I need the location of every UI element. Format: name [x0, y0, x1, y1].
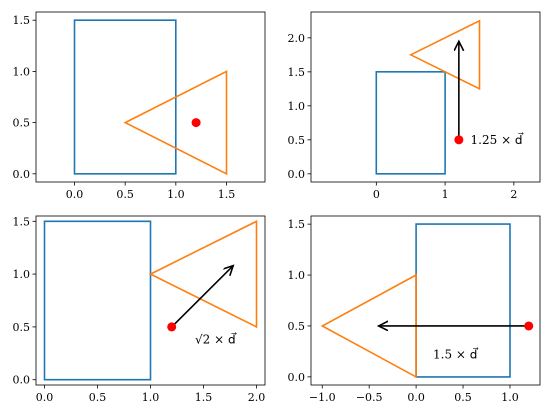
red-point	[191, 118, 201, 128]
panel-1: 0.0 0.5 1.0 1.5 0.0 0.5 1.0 1.5	[13, 11, 266, 201]
y-tick-label: 0.5	[13, 117, 31, 130]
annotation-label: 1.25 × d⃗	[471, 132, 524, 147]
y-tick-label: 1.0	[288, 269, 306, 282]
y-tick-label: 1.0	[13, 65, 31, 78]
y-tick-label: 1.5	[288, 66, 306, 79]
y-tick-label: 0.5	[288, 320, 306, 333]
y-tick-label: 0.0	[13, 374, 31, 387]
y-tick-label: 2.0	[288, 32, 306, 45]
rectangle-shape	[73, 19, 177, 175]
y-tick-label: 1.5	[13, 14, 31, 27]
x-tick-label: 0	[373, 188, 380, 201]
x-tick-label: 0.0	[36, 391, 54, 404]
x-tick-label: 1.5	[218, 188, 236, 201]
x-tick-label: −1.0	[309, 391, 336, 404]
axes-frame	[35, 11, 266, 183]
y-tick-label: 1.0	[13, 268, 31, 281]
x-tick-label: 0.0	[407, 391, 425, 404]
y-tick-label: 0.0	[13, 168, 31, 181]
x-tick-label: 1.5	[195, 391, 213, 404]
x-tick-label: −0.5	[356, 391, 383, 404]
red-point	[524, 321, 534, 331]
panel-2: 1.25 × d⃗ 0 1 2 0.0 0.5 1.0 1.5 2.0	[288, 11, 541, 201]
annotation-label: 1.5 × d⃗	[433, 346, 479, 361]
rectangle-shape	[375, 71, 446, 175]
y-tick-label: 0.0	[288, 371, 306, 384]
panel-3: √2 × d⃗ 0.0 0.5 1.0 1.5 2.0 0.0 0.5 1.0 1.5	[13, 215, 266, 404]
rectangle-shape	[43, 220, 152, 381]
axes-frame	[310, 11, 541, 183]
annotation-label: √2 × d⃗	[195, 331, 237, 346]
y-tick-label: 0.5	[288, 134, 306, 147]
triangle-shape	[123, 70, 228, 176]
x-tick-label: 1.0	[167, 188, 185, 201]
red-point	[167, 322, 177, 332]
x-tick-label: 0.5	[116, 188, 134, 201]
x-tick-label: 2	[510, 188, 517, 201]
y-tick-label: 0.0	[288, 168, 306, 181]
x-tick-label: 0.5	[454, 391, 472, 404]
red-point	[454, 135, 464, 145]
y-tick-label: 1.5	[288, 218, 306, 231]
panel-4: 1.5 × d⃗ −1.0 −0.5 0.0 0.5 1.0 0.0 0.5 1.0 1.5	[288, 215, 541, 404]
y-tick-label: 0.5	[13, 321, 31, 334]
x-tick-label: 2.0	[248, 391, 266, 404]
x-tick-label: 0.5	[89, 391, 107, 404]
x-tick-label: 1.0	[501, 391, 519, 404]
x-tick-label: 1	[442, 188, 449, 201]
y-tick-label: 1.0	[288, 100, 306, 113]
x-tick-label: 0.0	[66, 188, 84, 201]
x-tick-label: 1.0	[142, 391, 160, 404]
displacement-arrow	[171, 266, 233, 328]
triangle-shape	[148, 220, 258, 329]
triangle-shape	[408, 19, 481, 91]
y-tick-label: 1.5	[13, 215, 31, 228]
axes-frame	[310, 215, 541, 386]
